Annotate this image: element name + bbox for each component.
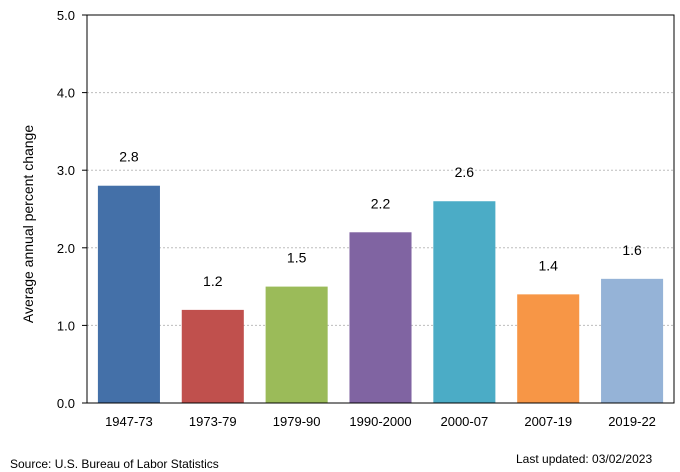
- y-tick-label: 2.0: [57, 241, 75, 256]
- data-label: 1.6: [622, 242, 642, 258]
- plot-frame: [86, 14, 675, 404]
- x-tick-label: 1973-79: [189, 414, 237, 429]
- x-tick-label: 2000-07: [440, 414, 488, 429]
- bar-1990-2000: [349, 232, 412, 403]
- data-label: 2.2: [371, 195, 391, 211]
- y-tick-label: 1.0: [57, 318, 75, 333]
- data-label: 2.6: [455, 164, 475, 180]
- axes: [86, 14, 675, 404]
- bar-2000-07: [433, 201, 496, 403]
- data-label: 2.8: [119, 149, 139, 165]
- y-tick-label: 0.0: [57, 396, 75, 411]
- data-label: 1.4: [538, 257, 558, 273]
- y-axis-title: Average annual percent change: [20, 125, 36, 323]
- bar-1973-79: [181, 309, 244, 403]
- x-tick-label: 2007-19: [524, 414, 572, 429]
- x-tick-label: 1979-90: [273, 414, 321, 429]
- bar-1979-90: [265, 286, 328, 403]
- last-updated-note: Last updated: 03/02/2023: [516, 452, 653, 466]
- bars: [97, 185, 664, 403]
- data-labels: 2.8 1.2 1.5 2.2 2.6 1.4 1.6: [119, 149, 642, 289]
- y-tick-labels: 0.0 1.0 2.0 3.0 4.0 5.0: [57, 8, 75, 411]
- x-tick-label: 1990-2000: [349, 414, 411, 429]
- source-note: Source: U.S. Bureau of Labor Statistics: [10, 457, 219, 471]
- bar-1947-73: [97, 185, 160, 403]
- bar-2007-19: [517, 294, 580, 403]
- y-tick-label: 5.0: [57, 8, 75, 23]
- y-tick-label: 3.0: [57, 163, 75, 178]
- x-tick-label: 1947-73: [105, 414, 153, 429]
- data-label: 1.5: [287, 250, 307, 266]
- y-tick-label: 4.0: [57, 86, 75, 101]
- x-tick-labels: 1947-73 1973-79 1979-90 1990-2000 2000-07 200…: [105, 414, 656, 429]
- x-tick-label: 2019-22: [608, 414, 656, 429]
- bar-2019-22: [601, 278, 664, 403]
- data-label: 1.2: [203, 273, 223, 289]
